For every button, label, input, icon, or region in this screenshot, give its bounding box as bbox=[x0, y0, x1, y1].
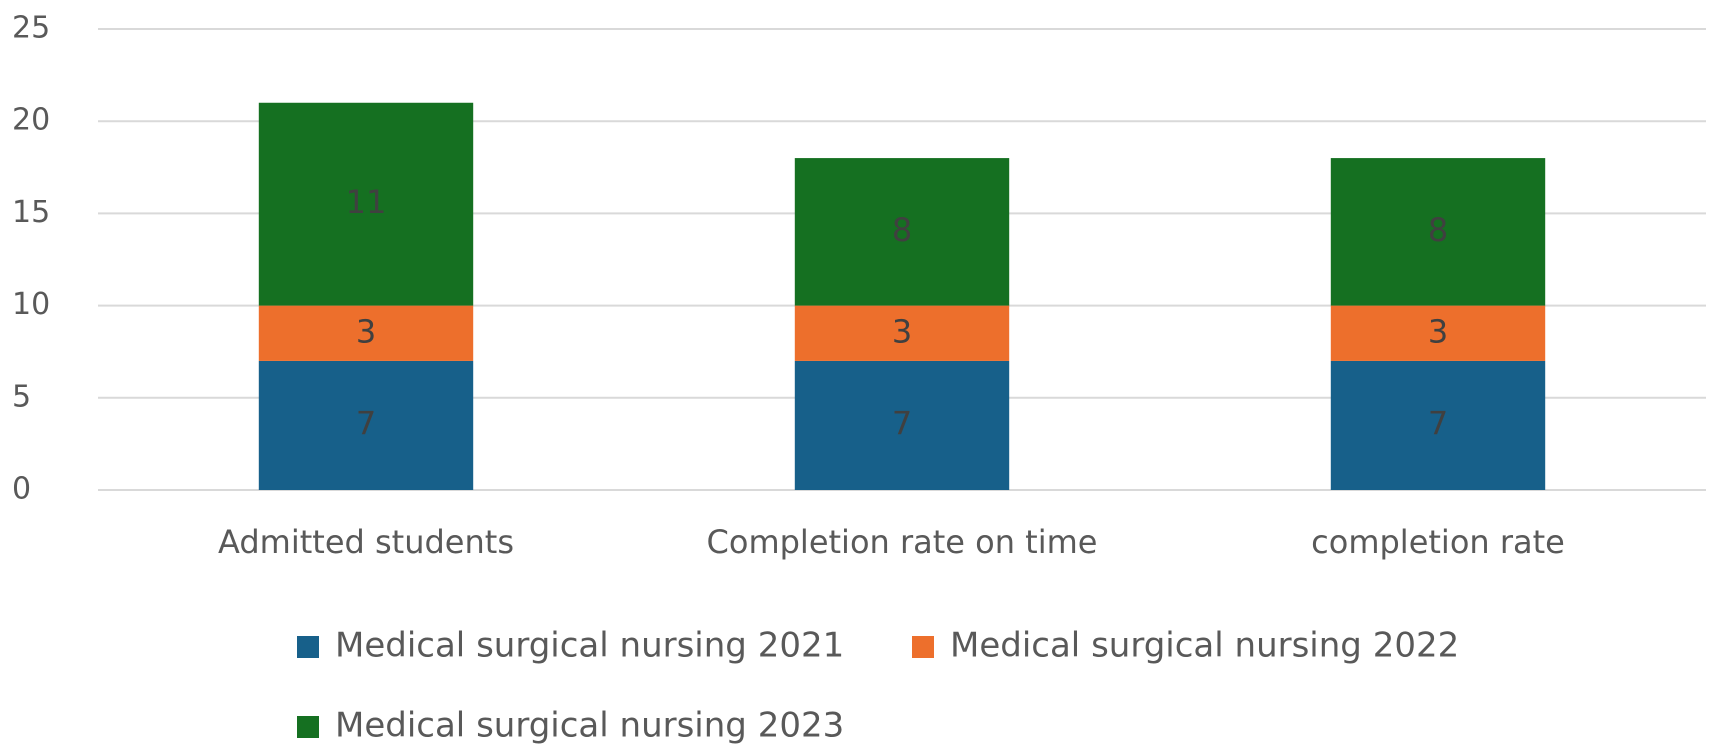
data-label: 8 bbox=[892, 211, 912, 249]
bar-segment bbox=[258, 102, 474, 306]
data-label: 7 bbox=[356, 404, 376, 442]
data-label: 7 bbox=[1428, 404, 1448, 442]
x-tick-label: completion rate bbox=[1311, 523, 1565, 561]
y-tick-label: 0 bbox=[12, 472, 31, 507]
bar-segment bbox=[794, 158, 1010, 306]
bar-segment bbox=[794, 305, 1010, 361]
y-tick-label: 10 bbox=[12, 287, 50, 322]
legend-label: Medical surgical nursing 2023 bbox=[335, 706, 844, 746]
y-tick-label: 15 bbox=[12, 195, 50, 230]
data-label: 3 bbox=[1428, 312, 1448, 350]
legend-label: Medical surgical nursing 2021 bbox=[335, 626, 844, 666]
bar-segment bbox=[794, 360, 1010, 490]
data-label: 8 bbox=[1428, 211, 1448, 249]
data-label: 3 bbox=[356, 312, 376, 350]
data-label: 3 bbox=[892, 312, 912, 350]
y-tick-label: 5 bbox=[12, 379, 31, 414]
legend-label: Medical surgical nursing 2022 bbox=[950, 626, 1459, 666]
bar-segment bbox=[258, 360, 474, 490]
bar-segment bbox=[1330, 360, 1546, 490]
x-tick-label: Admitted students bbox=[218, 523, 514, 561]
x-tick-label: Completion rate on time bbox=[707, 523, 1098, 561]
bar-segment bbox=[1330, 158, 1546, 306]
data-label: 7 bbox=[892, 404, 912, 442]
bar-segment bbox=[1330, 305, 1546, 361]
y-tick-label: 20 bbox=[12, 103, 50, 138]
bar-segment bbox=[258, 305, 474, 361]
legend-swatch bbox=[297, 716, 319, 738]
y-tick-label: 25 bbox=[12, 11, 50, 46]
legend-swatch bbox=[297, 636, 319, 658]
legend-swatch bbox=[912, 636, 934, 658]
data-label: 11 bbox=[346, 183, 387, 221]
